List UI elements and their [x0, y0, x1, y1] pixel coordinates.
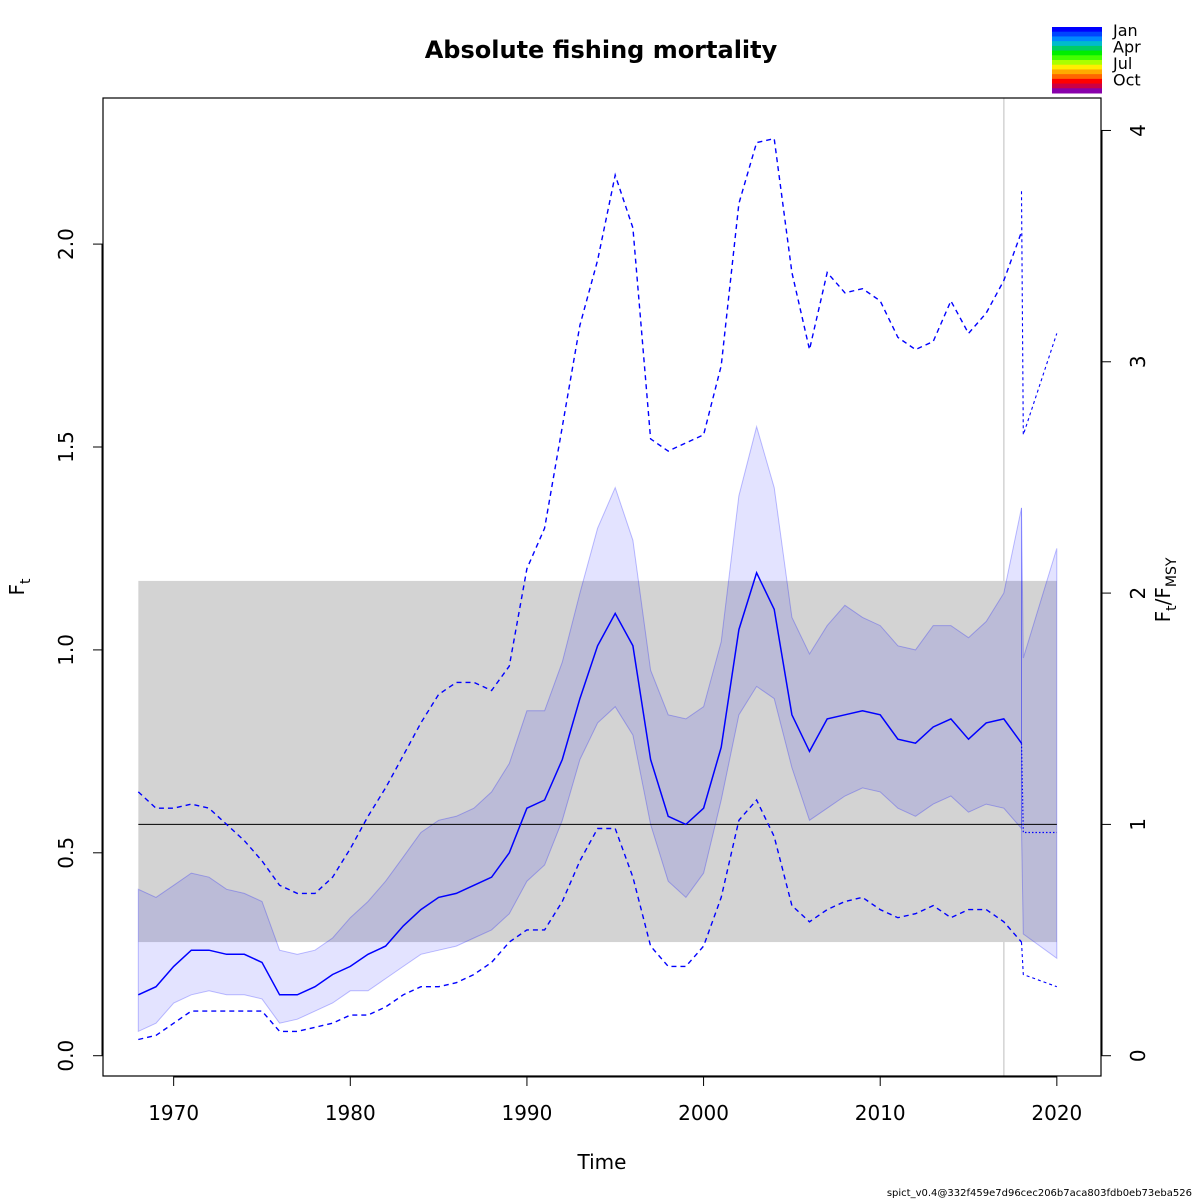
legend-month-label: Jul [1112, 54, 1132, 73]
y-tick-label: 2.0 [54, 228, 78, 260]
y-tick-label: 1.0 [54, 634, 78, 666]
x-tick-label: 2000 [678, 1101, 729, 1125]
y2-tick-label: 3 [1126, 355, 1150, 368]
legend-month-label: Apr [1113, 38, 1141, 57]
x-tick-label: 2010 [855, 1101, 906, 1125]
forecast-upper-line [1020, 191, 1058, 435]
y2-axis: 0 1 2 3 4 [1101, 124, 1150, 1062]
upper-dashed-line [137, 137, 1023, 895]
legend-color-swatch [1052, 45, 1102, 52]
x-tick-label: 2020 [1031, 1101, 1082, 1125]
y2-tick-label: 2 [1126, 587, 1150, 600]
legend-color-swatch [1052, 74, 1102, 80]
y-tick-label: 0.5 [54, 837, 78, 869]
legend-color-swatch [1052, 31, 1102, 37]
footer-version: spict_v0.4@332f459e7d96cec206b7aca803fdb… [887, 1188, 1192, 1199]
y2-axis-label-slash: /F [1151, 587, 1175, 605]
y2-tick-label: 1 [1126, 818, 1150, 831]
plot-area [137, 98, 1058, 1076]
legend-color-swatch [1052, 27, 1102, 33]
y2-axis-label-sub1: t [1164, 605, 1180, 611]
legend-color-swatch [1052, 50, 1102, 56]
f-confidence-band [137, 424, 1022, 1033]
y-axis: 0.0 0.5 1.0 1.5 2.0 [54, 228, 103, 1072]
legend-color-swatch [1052, 69, 1102, 75]
legend-color-swatch [1052, 41, 1102, 47]
legend-color-swatch [1052, 64, 1102, 70]
x-tick-label: 1990 [501, 1101, 552, 1125]
x-axis-label: Time [577, 1150, 627, 1174]
y2-axis-label: Ft/FMSY [1151, 557, 1180, 622]
legend-color-swatch [1052, 36, 1102, 42]
y2-axis-label-main: F [1151, 611, 1175, 623]
fmsy-confidence-band [138, 580, 1057, 943]
legend-color-swatch [1052, 55, 1102, 61]
y-axis-label-main: F [5, 584, 29, 596]
legend-color-swatch [1052, 83, 1102, 89]
f-estimate-line [137, 570, 1023, 996]
y-axis-label-sub: t [18, 578, 34, 584]
x-tick-label: 1980 [325, 1101, 376, 1125]
y2-axis-label-sub2: MSY [1164, 557, 1180, 587]
chart-title: Absolute fishing mortality [425, 36, 778, 64]
legend-month-label: Oct [1113, 71, 1141, 90]
plot-frame [102, 97, 1102, 1077]
y2-tick-label: 0 [1126, 1049, 1150, 1062]
y-tick-label: 1.5 [54, 431, 78, 463]
lower-dashed-line [138, 798, 1023, 1041]
y2-tick-label: 4 [1126, 124, 1150, 137]
y-axis-label: Ft [5, 578, 34, 596]
legend-month-label: Jan [1112, 21, 1138, 40]
legend-color-swatch [1052, 88, 1102, 94]
legend-color-swatch [1052, 60, 1102, 66]
forecast-lower-line [1020, 942, 1057, 988]
y-tick-label: 0.0 [54, 1040, 78, 1072]
x-tick-label: 1970 [148, 1101, 199, 1125]
forecast-confidence-band [1021, 507, 1058, 960]
legend-color-swatch [1052, 78, 1102, 85]
x-axis: 1970 1980 1990 2000 2010 2020 [148, 1076, 1082, 1125]
